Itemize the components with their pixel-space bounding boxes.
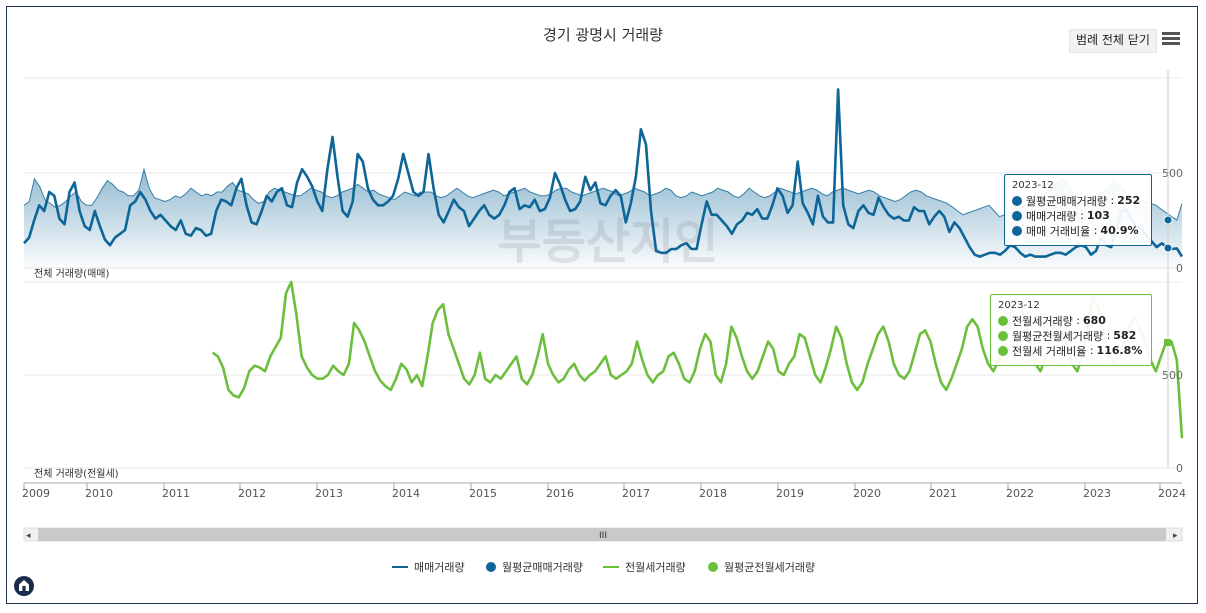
hamburger-menu-icon[interactable] [1162, 32, 1180, 46]
legend-label: 월평균전월세거래량 [724, 561, 816, 574]
tooltip-label: 매매 거래비율 [1026, 224, 1091, 238]
tooltip-value: 103 [1086, 209, 1110, 222]
series-dot-icon [998, 330, 1008, 341]
legend-label: 월평균매매거래량 [502, 561, 583, 574]
legend-label: 매매거래량 [414, 561, 465, 574]
tooltip-row: 매매거래량 :103 [1012, 208, 1144, 223]
home-logo-icon[interactable] [14, 576, 34, 596]
tooltip-label: 전월세거래량 [1012, 314, 1073, 328]
series-dot-icon [1012, 195, 1022, 206]
chart-title: 경기 광명시 거래량 [543, 26, 663, 44]
tooltip-row: 전월세거래량 :680 [998, 313, 1144, 328]
tooltip-sale: 2023-12 월평균매매거래량 :252 매매거래량 :103 매매 거래비율… [1004, 174, 1152, 246]
tooltip-value: 40.9% [1100, 224, 1139, 237]
tooltip-value: 116.8% [1096, 344, 1143, 357]
tooltip-value: 582 [1113, 329, 1137, 342]
tooltip-row: 전월세 거래비율 :116.8% [998, 343, 1144, 358]
legend-item-sale-avg[interactable]: 월평균매매거래량 [486, 559, 583, 575]
tooltip-value: 680 [1082, 314, 1106, 327]
legend-label: 전월세거래량 [625, 561, 686, 574]
legend-item-lease[interactable]: 전월세거래량 [603, 559, 686, 575]
tooltip-label: 월평균매매거래량 [1026, 194, 1107, 208]
tooltip-label: 월평균전월세거래량 [1012, 329, 1104, 343]
tooltip-row: 월평균전월세거래량 :582 [998, 328, 1144, 343]
tooltip-date: 2023-12 [1012, 180, 1054, 191]
tooltip-label: 매매거래량 [1026, 209, 1077, 223]
series-dot-icon [1012, 210, 1022, 221]
tooltip-value: 252 [1117, 194, 1141, 207]
legend-item-lease-avg[interactable]: 월평균전월세거래량 [708, 559, 815, 575]
series-dot-icon [998, 345, 1008, 356]
dot-marker-icon [486, 562, 496, 572]
line-marker-icon [392, 566, 408, 568]
series-dot-icon [998, 315, 1008, 326]
tooltip-lease: 2023-12 전월세거래량 :680 월평균전월세거래량 :582 전월세 거… [990, 294, 1152, 366]
tooltip-date: 2023-12 [998, 300, 1040, 311]
series-dot-icon [1012, 225, 1022, 236]
chart-legend: 매매거래량 월평균매매거래량 전월세거래량 월평균전월세거래량 [0, 559, 1206, 577]
tooltip-row: 월평균매매거래량 :252 [1012, 193, 1144, 208]
tooltip-row: 매매 거래비율 :40.9% [1012, 223, 1144, 238]
tooltip-label: 전월세 거래비율 [1012, 344, 1087, 358]
legend-toggle-button[interactable]: 범례 전체 닫기 [1069, 29, 1157, 53]
legend-item-sale[interactable]: 매매거래량 [392, 559, 465, 575]
dot-marker-icon [708, 562, 718, 572]
line-marker-icon [603, 566, 619, 568]
